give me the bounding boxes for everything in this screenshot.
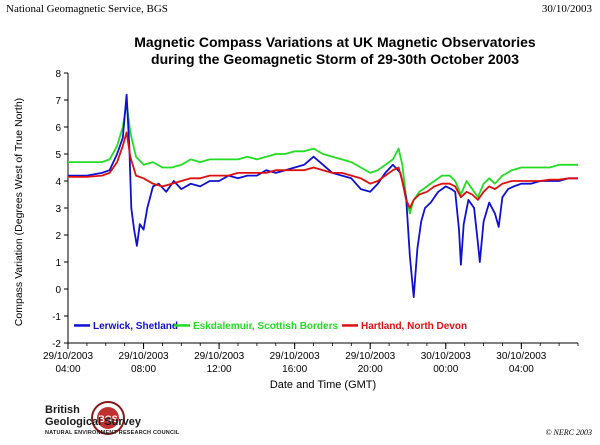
y-tick-label: 5: [55, 150, 61, 161]
chart-subtitle: during the Geomagnetic Storm of 29-30th …: [151, 51, 519, 67]
x-tick-time-label: 04:00: [55, 364, 80, 375]
bgs-logo: BGS: [91, 401, 125, 435]
header-date: 30/10/2003: [541, 3, 592, 15]
series-line-1: [68, 93, 578, 298]
x-tick-date-label: 29/10/2003: [270, 351, 320, 362]
y-tick-label: 1: [55, 258, 61, 269]
y-tick-label: -1: [52, 312, 61, 323]
chart: Magnetic Compass Variations at UK Magnet…: [13, 34, 579, 391]
x-tick-date-label: 30/10/2003: [496, 351, 546, 362]
y-tick-label: 6: [55, 123, 61, 134]
y-tick-label: 8: [55, 69, 61, 80]
y-tick-label: 7: [55, 96, 61, 107]
legend-label: Lerwick, Shetland: [93, 321, 178, 332]
legend-label: Hartland, North Devon: [361, 321, 467, 332]
x-tick-date-label: 29/10/2003: [345, 351, 395, 362]
y-axis-label: Compass Variation (Degrees West of True …: [13, 98, 25, 326]
y-tick-label: 0: [55, 285, 61, 296]
header-left: National Geomagnetic Service, BGS: [6, 3, 168, 15]
x-tick-time-label: 20:00: [358, 364, 383, 375]
legend: Lerwick, Shetland Eskdalemuir, Scottish B…: [74, 321, 467, 332]
logo-line3: NATURAL ENVIRONMENT RESEARCH COUNCIL: [45, 430, 180, 436]
logo-line2: Geological Survey: [45, 416, 141, 428]
x-tick-date-label: 30/10/2003: [421, 351, 471, 362]
y-tick-label: 2: [55, 231, 61, 242]
y-tick-label: -2: [52, 339, 61, 350]
y-tick-label: 3: [55, 204, 61, 215]
series-group: [68, 93, 578, 298]
x-tick-time-label: 12:00: [207, 364, 232, 375]
axes: -2 -1 0 1 2 3 4 5 6 7 8 29/10/2003 04:00 29/10/2003 08…: [43, 69, 579, 375]
x-tick-time-label: 16:00: [282, 364, 307, 375]
x-tick-time-label: 00:00: [433, 364, 458, 375]
y-tick-label: 4: [55, 177, 61, 188]
x-tick-date-label: 29/10/2003: [194, 351, 244, 362]
legend-label: Eskdalemuir, Scottish Borders: [193, 321, 338, 332]
x-tick-date-label: 29/10/2003: [119, 351, 169, 362]
logo-badge-text: BGS: [98, 414, 118, 424]
copyright: © NERC 2003: [545, 428, 592, 437]
x-tick-date-label: 29/10/2003: [43, 351, 93, 362]
series-line-3: [68, 131, 578, 209]
chart-title: Magnetic Compass Variations at UK Magnet…: [134, 34, 536, 50]
x-tick-time-label: 04:00: [509, 364, 534, 375]
x-axis-label: Date and Time (GMT): [270, 379, 376, 391]
x-tick-time-label: 08:00: [131, 364, 156, 375]
series-line-2: [68, 101, 578, 215]
logo-line1: British: [45, 404, 80, 416]
